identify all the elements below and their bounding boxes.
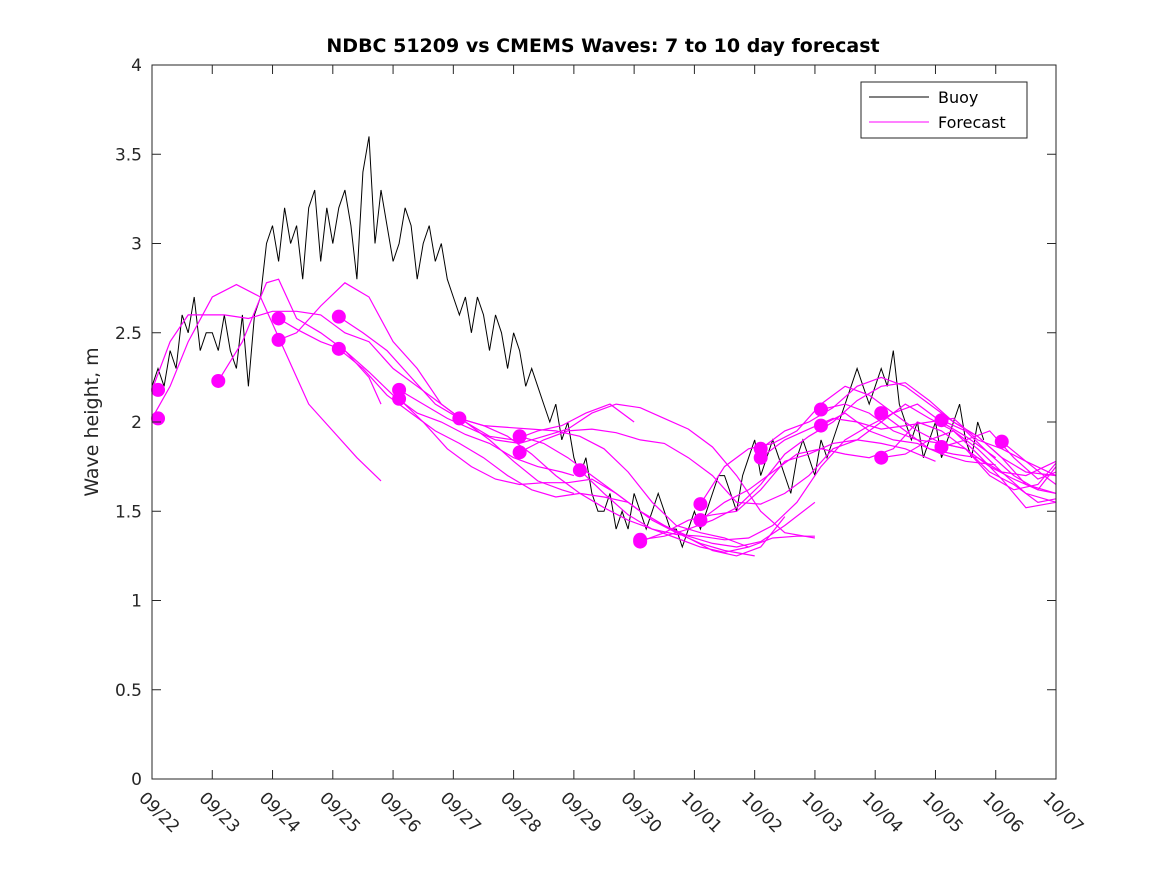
forecast-start-marker bbox=[512, 445, 527, 460]
forecast-series-line-26 bbox=[1001, 441, 1056, 485]
forecast-start-marker bbox=[392, 391, 407, 406]
forecast-start-marker bbox=[452, 411, 467, 426]
forecast-series-line-13 bbox=[579, 403, 997, 541]
forecast-start-marker bbox=[874, 406, 889, 421]
chart-title: NDBC 51209 vs CMEMS Waves: 7 to 10 day f… bbox=[326, 35, 879, 57]
legend-box bbox=[860, 81, 1028, 139]
forecast-start-marker bbox=[331, 309, 346, 324]
forecast-start-marker bbox=[211, 373, 226, 388]
forecast-series-line-10 bbox=[459, 417, 815, 553]
legend: Buoy Forecast bbox=[860, 81, 1028, 139]
forecast-start-marker bbox=[693, 513, 708, 528]
legend-label-buoy: Buoy bbox=[938, 88, 978, 107]
forecast-start-marker bbox=[813, 418, 828, 433]
forecast-series-line-18 bbox=[760, 376, 1056, 477]
forecast-start-marker bbox=[693, 497, 708, 512]
forecast-series-line-12 bbox=[519, 428, 936, 505]
forecast-series-line-11 bbox=[519, 435, 786, 557]
y-axis-label: Wave height, m bbox=[81, 347, 103, 496]
forecast-series-line-15 bbox=[639, 403, 1056, 543]
forecast-start-marker bbox=[151, 382, 166, 397]
forecast-series-line-4 bbox=[278, 282, 635, 441]
forecast-start-marker bbox=[813, 402, 828, 417]
forecast-start-marker bbox=[994, 434, 1009, 449]
forecast-series-line-19 bbox=[760, 417, 1056, 477]
forecast-start-marker bbox=[753, 450, 768, 465]
forecast-start-marker bbox=[512, 429, 527, 444]
forecast-series-line-5 bbox=[278, 317, 575, 477]
legend-label-forecast: Forecast bbox=[938, 113, 1006, 132]
forecast-start-marker bbox=[151, 411, 166, 426]
y-tick-label: 1.5 bbox=[115, 502, 142, 522]
forecast-series-line-22 bbox=[880, 412, 1056, 477]
forecast-start-marker bbox=[874, 450, 889, 465]
forecast-start-marker bbox=[271, 311, 286, 326]
y-tick-label: 4 bbox=[131, 56, 142, 76]
forecast-series-line-6 bbox=[338, 316, 749, 548]
forecast-series-line-1 bbox=[152, 310, 575, 494]
y-tick-label: 3.5 bbox=[115, 145, 142, 165]
y-tick-label: 3 bbox=[131, 235, 142, 255]
forecast-series-line-9 bbox=[398, 398, 816, 548]
forecast-series-line-21 bbox=[820, 412, 996, 466]
plot-area bbox=[152, 136, 1056, 557]
y-tick-label: 1 bbox=[131, 592, 142, 612]
forecast-series-line-24 bbox=[941, 419, 1056, 494]
forecast-series-line-3 bbox=[217, 278, 382, 405]
forecast-start-marker bbox=[572, 463, 587, 478]
forecast-start-marker bbox=[331, 341, 346, 356]
forecast-start-marker bbox=[271, 332, 286, 347]
y-tick-label: 2.5 bbox=[115, 324, 142, 344]
forecast-start-marker bbox=[633, 534, 648, 549]
y-tick-label: 0 bbox=[131, 770, 142, 790]
forecast-start-marker bbox=[934, 439, 949, 454]
forecast-start-marker bbox=[934, 413, 949, 428]
forecast-series-line-8 bbox=[398, 389, 816, 539]
y-tick-label: 2 bbox=[131, 413, 142, 433]
y-tick-label: 0.5 bbox=[115, 681, 142, 701]
